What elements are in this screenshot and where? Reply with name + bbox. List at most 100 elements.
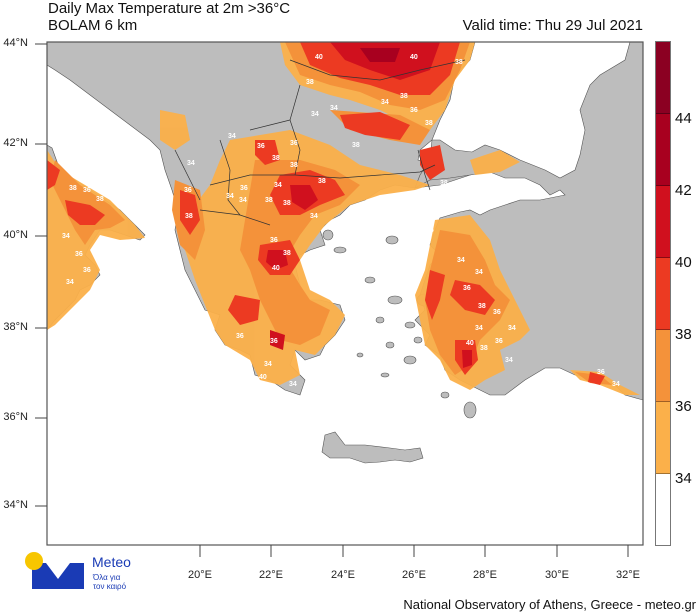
svg-text:38: 38 (69, 185, 77, 192)
lon-label-20e: 20°E (188, 569, 212, 581)
svg-text:34: 34 (310, 213, 318, 220)
svg-text:36: 36 (270, 338, 278, 345)
colorbar-segment-38-40 (656, 258, 670, 330)
svg-text:34: 34 (264, 361, 272, 368)
colorbar-segment-40-42 (656, 186, 670, 258)
country-borders (174, 59, 466, 226)
lat-label-42n: 42°N (3, 137, 28, 149)
lat-label-36n: 36°N (3, 411, 28, 423)
svg-text:38: 38 (480, 345, 488, 352)
svg-text:34: 34 (66, 279, 74, 286)
lon-ticks (199, 545, 629, 557)
lon-label-22e: 22°E (259, 569, 283, 581)
svg-text:36: 36 (83, 187, 91, 194)
colorbar-segment-36-38 (656, 330, 670, 402)
svg-text:36: 36 (410, 107, 418, 114)
svg-text:34: 34 (457, 257, 465, 264)
land-crete (321, 431, 424, 464)
svg-text:38: 38 (440, 180, 448, 187)
svg-text:34: 34 (330, 105, 338, 112)
meteo-m-icon (25, 552, 84, 589)
svg-text:34: 34 (612, 381, 620, 388)
svg-text:34: 34 (475, 325, 483, 332)
svg-text:38: 38 (185, 213, 193, 220)
aegean-islands (322, 229, 477, 419)
colorbar-label-44: 44 (675, 110, 692, 127)
svg-text:34: 34 (508, 325, 516, 332)
svg-text:38: 38 (455, 59, 463, 66)
colorbar-label-36: 36 (675, 398, 692, 415)
svg-text:36: 36 (240, 185, 248, 192)
colorbar-label-42: 42 (675, 182, 692, 199)
lon-label-26e: 26°E (402, 569, 426, 581)
svg-text:38: 38 (425, 120, 433, 127)
svg-text:38: 38 (315, 383, 323, 390)
lat-ticks (35, 43, 47, 507)
svg-text:36: 36 (290, 140, 298, 147)
svg-text:40: 40 (410, 54, 418, 61)
colorbar-segment-34-36 (656, 402, 670, 474)
svg-text:34: 34 (381, 99, 389, 106)
lat-label-38n: 38°N (3, 321, 28, 333)
svg-text:38: 38 (272, 155, 280, 162)
svg-text:38: 38 (283, 250, 291, 257)
svg-text:36: 36 (205, 327, 213, 334)
svg-text:34: 34 (289, 381, 297, 388)
svg-text:38: 38 (318, 178, 326, 185)
lat-label-44n: 44°N (3, 37, 28, 49)
svg-text:36: 36 (257, 143, 265, 150)
colorbar (655, 41, 671, 546)
svg-text:40: 40 (259, 374, 267, 381)
lon-label-28e: 28°E (473, 569, 497, 581)
logo-tagline-2: τον καιρό (93, 582, 127, 591)
svg-text:38: 38 (306, 79, 314, 86)
svg-text:36: 36 (83, 267, 91, 274)
svg-text:34: 34 (228, 133, 236, 140)
svg-text:34: 34 (226, 193, 234, 200)
credit-text: National Observatory of Athens, Greece -… (403, 597, 696, 612)
contour-labels: 40 40 38 38 38 34 34 34 36 38 38 36 36 3… (62, 54, 620, 390)
svg-text:38: 38 (96, 196, 104, 203)
svg-text:38: 38 (290, 162, 298, 169)
valid-time: Valid time: Thu 29 Jul 2021 (462, 17, 643, 34)
colorbar-label-40: 40 (675, 254, 692, 271)
svg-text:38: 38 (400, 93, 408, 100)
svg-text:36: 36 (184, 187, 192, 194)
model-name: BOLAM 6 km (48, 17, 138, 34)
svg-text:36: 36 (493, 309, 501, 316)
logo-brand: Meteo (92, 554, 131, 570)
logo-tagline-1: Όλα για (93, 573, 121, 582)
colorbar-segment-gt44 (656, 42, 670, 114)
svg-text:36: 36 (463, 285, 471, 292)
svg-text:36: 36 (270, 237, 278, 244)
meteo-logo: Meteo Όλα για τον καιρό (22, 549, 152, 595)
svg-text:36: 36 (236, 333, 244, 340)
lon-label-30e: 30°E (545, 569, 569, 581)
svg-text:36: 36 (426, 227, 434, 234)
colorbar-segment-42-44 (656, 114, 670, 186)
svg-text:34: 34 (274, 182, 282, 189)
map-title: Daily Max Temperature at 2m >36°C (48, 0, 291, 17)
svg-text:40: 40 (272, 265, 280, 272)
lon-label-24e: 24°E (331, 569, 355, 581)
colorbar-label-34: 34 (675, 470, 692, 487)
svg-text:34: 34 (505, 357, 513, 364)
svg-text:34: 34 (62, 233, 70, 240)
lat-label-34n: 34°N (3, 499, 28, 511)
colorbar-segment-lt34 (656, 474, 670, 545)
svg-text:34: 34 (187, 160, 195, 167)
map-frame (46, 41, 644, 546)
svg-text:38: 38 (478, 303, 486, 310)
svg-text:36: 36 (75, 251, 83, 258)
svg-text:36: 36 (466, 183, 474, 190)
lat-label-40n: 40°N (3, 229, 28, 241)
svg-text:34: 34 (475, 269, 483, 276)
svg-text:34: 34 (239, 197, 247, 204)
svg-text:36: 36 (495, 338, 503, 345)
svg-text:38: 38 (352, 142, 360, 149)
svg-text:38: 38 (283, 200, 291, 207)
svg-text:38: 38 (265, 197, 273, 204)
svg-text:40: 40 (315, 54, 323, 61)
colorbar-label-38: 38 (675, 326, 692, 343)
